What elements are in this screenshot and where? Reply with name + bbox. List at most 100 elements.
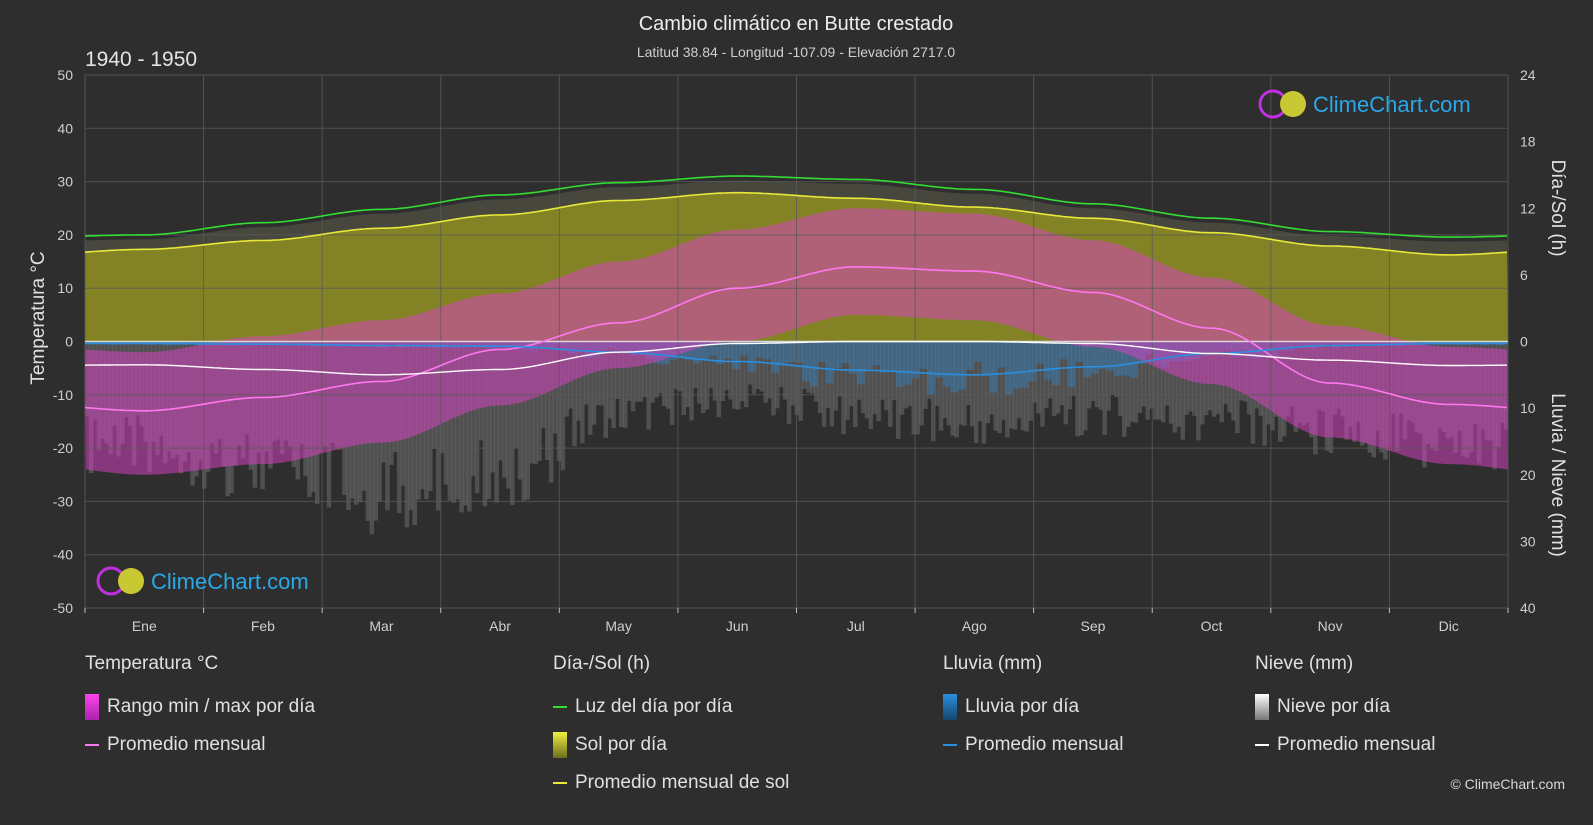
snow-day-bar <box>1180 341 1185 440</box>
snow-day-bar <box>790 341 796 406</box>
snow-day-bar <box>973 341 979 444</box>
chart-subtitle: Latitud 38.84 - Longitud -107.09 - Eleva… <box>637 44 956 60</box>
rain-day-bar <box>763 341 772 360</box>
month-tick-label: Ene <box>132 618 157 634</box>
rain-day-bar <box>880 341 889 373</box>
snow-day-bar <box>482 341 488 507</box>
legend-item-label: Sol por día <box>575 734 667 755</box>
rain-day-bar <box>989 341 998 393</box>
snow-day-bar <box>708 341 714 389</box>
snow-day-bar <box>455 341 460 500</box>
rain-day-bar <box>1075 341 1084 362</box>
snow-day-bar <box>919 341 924 426</box>
snow-day-bar <box>802 341 807 389</box>
snow-day-bar <box>833 341 838 411</box>
legend-item: Sol por día <box>553 726 789 764</box>
legend-snow: Nieve (mm) Nieve por día Promedio mensua… <box>1255 652 1435 764</box>
legend-item-label: Luz del día por día <box>575 696 733 717</box>
snow-day-bar <box>669 341 675 425</box>
rain-day-bar <box>934 341 943 378</box>
rain-day-bar <box>1005 341 1013 396</box>
snow-day-bar <box>1079 341 1084 436</box>
snow-day-bar <box>510 341 515 506</box>
snow-day-bar <box>1071 341 1076 396</box>
daylight-line <box>85 175 1508 238</box>
snow-day-bar <box>658 341 663 394</box>
left-tick-label: 20 <box>57 227 73 243</box>
snow-day-bar <box>685 341 690 408</box>
snow-day-bar <box>1102 341 1107 435</box>
snow-day-bar <box>673 341 679 390</box>
snow-day-bar <box>665 341 671 409</box>
rain-day-bar <box>841 341 850 364</box>
snow-day-bar <box>1106 341 1111 411</box>
snow-day-bar <box>771 341 776 416</box>
rain-avg-swatch <box>943 744 957 746</box>
snow-day-bar <box>860 341 866 414</box>
snow-day-bar <box>459 341 464 513</box>
legend-item: Luz del día por día <box>553 688 789 726</box>
snow-day-bar <box>825 341 831 408</box>
left-tick-label: -20 <box>53 440 73 456</box>
rain-day-bar <box>973 341 982 362</box>
snow-day-bar <box>1141 341 1146 407</box>
snow-day-bar <box>1044 341 1049 408</box>
snow-day-bar <box>545 341 550 460</box>
rain-day-bar <box>1020 341 1029 388</box>
snow-day-bar <box>701 341 706 413</box>
snow-day-bar <box>1028 341 1033 421</box>
snow-day-bar <box>728 341 733 400</box>
rain-day-bar <box>794 341 803 363</box>
snow-day-bar <box>634 341 640 402</box>
snow-day-bar <box>977 341 983 422</box>
snow-day-bar <box>689 341 694 421</box>
rain-day-bar <box>724 341 733 359</box>
snow-day-bar <box>576 341 581 421</box>
snow-day-bar <box>506 341 511 489</box>
snow-day-bar <box>630 341 636 412</box>
snow-day-bar <box>849 341 854 407</box>
logo-sun-icon <box>1280 91 1306 117</box>
left-tick-label: -40 <box>53 547 73 563</box>
rain-day-bar <box>786 341 795 363</box>
snow-day-bar <box>938 341 944 431</box>
legend-item: Promedio mensual <box>943 726 1123 764</box>
snow-day-bar <box>626 341 632 401</box>
snow-day-bar <box>623 341 628 428</box>
snow-day-bar <box>1040 341 1045 427</box>
snow-day-bar <box>899 341 905 415</box>
snow-day-bar <box>1196 341 1201 441</box>
snow-day-bar <box>985 341 991 424</box>
snow-day-bar <box>724 341 729 390</box>
legend-item-label: Promedio mensual de sol <box>575 772 790 793</box>
legend-item: Promedio mensual <box>1255 726 1435 764</box>
right-top-tick-label: 6 <box>1520 267 1528 283</box>
snow-day-bar <box>1122 341 1127 437</box>
rain-day-bar <box>92 341 101 344</box>
snow-day-bar <box>997 341 1002 434</box>
legend-item: Promedio mensual de sol <box>553 764 789 802</box>
right-top-tick-label: 18 <box>1520 134 1536 150</box>
snow-day-bar <box>603 341 608 438</box>
snow-day-bar <box>533 341 538 465</box>
snow-day-bar <box>474 341 480 494</box>
sunshine-swatch <box>553 732 567 758</box>
snow-day-bar <box>1168 341 1174 424</box>
logo-top: ClimeChart.com <box>1258 89 1471 119</box>
snow-day-bar <box>903 341 909 409</box>
rain-day-bar <box>1129 341 1138 378</box>
snow-day-bar <box>1172 341 1178 433</box>
right-bottom-tick-label: 30 <box>1520 533 1536 549</box>
snow-day-bar <box>732 341 737 409</box>
rain-day-bar <box>1426 341 1434 344</box>
period-label: 1940 - 1950 <box>85 48 197 71</box>
temp-range-swatch <box>85 694 99 720</box>
right-top-tick-label: 24 <box>1520 67 1536 83</box>
rain-day-bar <box>1067 341 1076 388</box>
legend-rain: Lluvia (mm) Lluvia por día Promedio mens… <box>943 652 1123 764</box>
temperature-avg-line <box>85 266 1508 412</box>
snow-day-bar <box>720 341 725 402</box>
month-tick-label: Oct <box>1201 618 1223 634</box>
snow-avg-line <box>85 340 1507 376</box>
